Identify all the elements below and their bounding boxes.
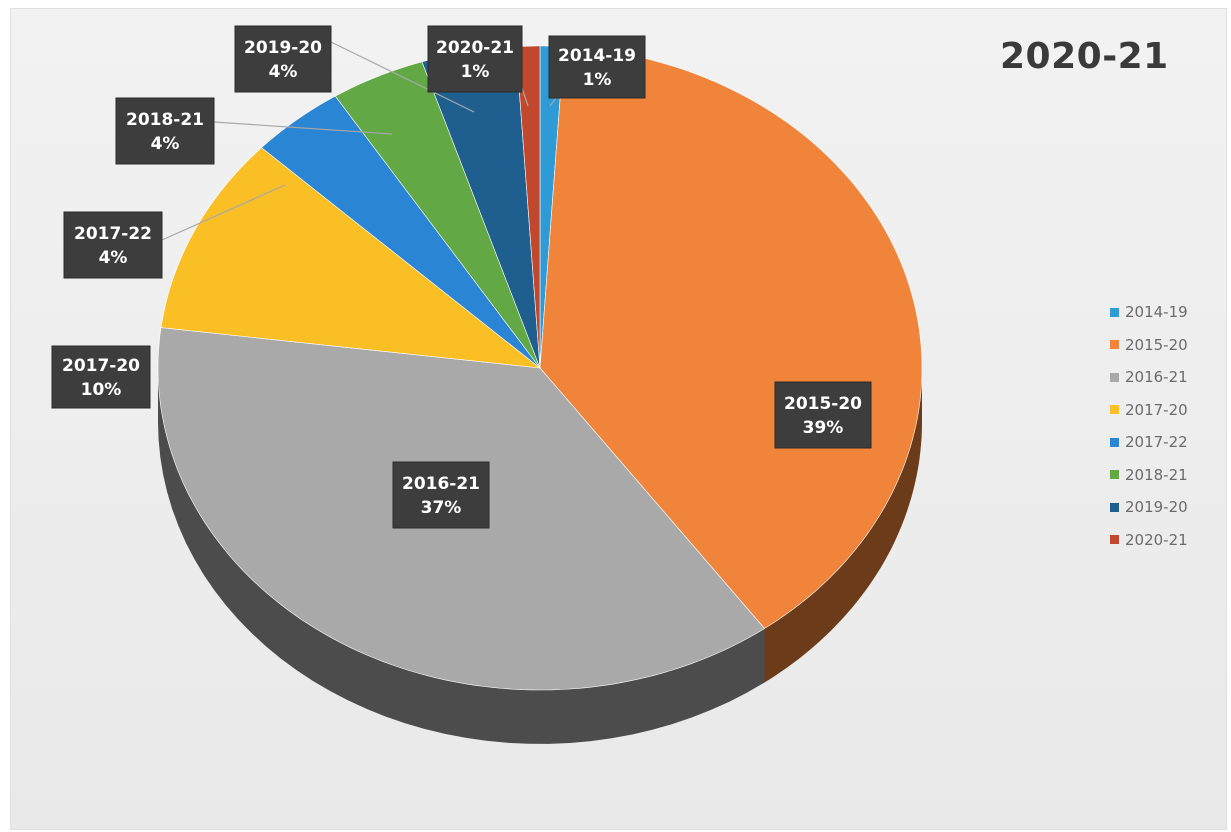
data-label-box-2015-20 <box>774 381 872 449</box>
data-label-box-2017-22 <box>63 211 163 279</box>
data-label-box-2016-21 <box>392 461 490 529</box>
legend-item-2014-19: 2014-19 <box>1110 296 1188 329</box>
data-label-box-2017-20 <box>51 345 151 409</box>
pie-top-face <box>157 45 923 691</box>
legend-item-2017-20: 2017-20 <box>1110 394 1188 427</box>
legend-label: 2018-21 <box>1125 465 1188 484</box>
data-label-name-2019-20: 2019-20 <box>244 38 322 58</box>
legend-item-2020-21: 2020-21 <box>1110 524 1188 557</box>
data-label-box-2020-21 <box>427 25 523 93</box>
data-label-name-2015-20: 2015-20 <box>784 394 862 414</box>
legend-swatch <box>1110 470 1119 480</box>
data-label-name-2014-19: 2014-19 <box>558 46 636 66</box>
data-label-percent-2020-21: 1% <box>461 62 490 82</box>
data-label-percent-2017-20: 10% <box>81 380 122 400</box>
legend-item-2017-22: 2017-22 <box>1110 426 1188 459</box>
data-label-percent-2017-22: 4% <box>99 248 128 268</box>
legend-label: 2020-21 <box>1125 530 1188 549</box>
data-label-name-2020-21: 2020-21 <box>436 38 514 58</box>
data-label-name-2016-21: 2016-21 <box>402 474 480 494</box>
data-label-box-2018-21 <box>115 97 215 165</box>
legend-swatch <box>1110 535 1119 545</box>
data-label-percent-2019-20: 4% <box>269 62 298 82</box>
chart-title: 2020-21 <box>1000 36 1169 77</box>
data-label-percent-2014-19: 1% <box>583 70 612 90</box>
legend-item-2019-20: 2019-20 <box>1110 491 1188 524</box>
pie-slice-2017-20 <box>160 147 541 369</box>
pie-slice-2015-20 <box>539 46 923 629</box>
legend-item-2016-21: 2016-21 <box>1110 361 1188 394</box>
leader-line-2019-20 <box>330 41 475 113</box>
legend-swatch <box>1110 405 1119 415</box>
data-label-percent-2016-21: 37% <box>421 498 462 518</box>
leader-line-2014-19 <box>549 97 557 107</box>
legend-label: 2015-20 <box>1125 335 1188 354</box>
leader-line-2018-21 <box>213 121 393 135</box>
legend-label: 2019-20 <box>1125 498 1188 517</box>
data-label-percent-2015-20: 39% <box>803 418 844 438</box>
legend-swatch <box>1110 372 1119 382</box>
pie-side-wall <box>158 368 922 744</box>
data-labels: 2014-19 1% 2015-20 39% 2016-21 37% 2017-20 10% 2… <box>51 25 872 529</box>
legend-label: 2016-21 <box>1125 368 1188 387</box>
legend-item-2018-21: 2018-21 <box>1110 459 1188 492</box>
pie-side-2015-20 <box>764 368 922 683</box>
legend-swatch <box>1110 437 1119 447</box>
data-label-percent-2018-21: 4% <box>151 134 180 154</box>
pie-slice-2017-22 <box>261 95 541 369</box>
legend-label: 2017-20 <box>1125 400 1188 419</box>
legend-swatch <box>1110 307 1119 317</box>
pie-slice-2018-21 <box>334 61 541 369</box>
legend-swatch <box>1110 340 1119 350</box>
legend-swatch <box>1110 502 1119 512</box>
legend: 2014-19 2015-20 2016-21 2017-20 2017-22 2018-… <box>1110 296 1188 556</box>
data-label-box-2019-20 <box>234 25 332 93</box>
data-label-box-2014-19 <box>548 35 646 99</box>
leader-line-2017-22 <box>161 184 286 241</box>
legend-label: 2017-22 <box>1125 433 1188 452</box>
leader-line-2020-21 <box>521 87 529 107</box>
data-label-name-2017-22: 2017-22 <box>74 224 152 244</box>
legend-label: 2014-19 <box>1125 303 1188 322</box>
data-label-name-2017-20: 2017-20 <box>62 356 140 376</box>
data-label-name-2018-21: 2018-21 <box>126 110 204 130</box>
pie-side-2016-21 <box>158 368 765 744</box>
legend-item-2015-20: 2015-20 <box>1110 329 1188 362</box>
